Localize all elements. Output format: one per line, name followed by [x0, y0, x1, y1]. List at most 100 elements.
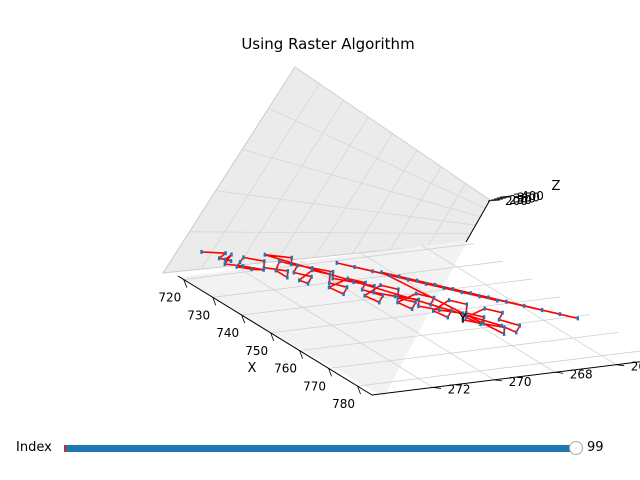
data-point — [346, 276, 349, 281]
data-point — [415, 278, 419, 283]
x-grid-line — [328, 331, 619, 369]
x-tick-label: 720 — [158, 291, 181, 305]
data-point — [364, 280, 367, 285]
x-tick-mark — [299, 350, 303, 359]
y-tick-label: 270 — [509, 375, 532, 389]
data-point — [460, 290, 463, 295]
x-tick-label: 780 — [332, 397, 355, 411]
data-point — [380, 270, 383, 275]
x-tick-mark — [357, 385, 361, 395]
data-point — [241, 263, 245, 268]
z-tick-label: 300 — [513, 192, 536, 206]
data-point — [238, 260, 242, 265]
data-point — [479, 322, 482, 327]
data-point — [450, 308, 453, 313]
x-grid-line — [183, 243, 474, 280]
y-tick-label: 268 — [570, 367, 593, 381]
data-point — [328, 272, 332, 277]
data-point — [464, 315, 468, 320]
data-point — [431, 308, 435, 313]
data-point — [487, 295, 490, 300]
data-point — [342, 292, 345, 297]
index-slider-start-marker — [64, 445, 66, 452]
index-slider-handle[interactable] — [569, 441, 583, 455]
z-tick-label: 350 — [517, 190, 540, 204]
data-point — [379, 283, 382, 288]
x-tick-label: 740 — [216, 326, 239, 340]
data-point — [292, 270, 295, 275]
z-axis-label: Z — [552, 179, 561, 194]
data-point — [306, 281, 310, 286]
data-point — [274, 268, 277, 273]
x-tick-mark — [183, 279, 188, 288]
x-tick-label: 730 — [187, 308, 210, 322]
data-point — [461, 317, 464, 322]
x-tick-mark — [328, 368, 332, 377]
data-point — [478, 294, 481, 299]
data-point — [230, 252, 233, 257]
data-point — [310, 268, 314, 273]
data-point — [496, 298, 499, 303]
data-point — [290, 255, 294, 260]
data-point — [298, 278, 301, 283]
data-point — [286, 269, 290, 274]
back-grid-line — [314, 133, 393, 258]
back-grid-line — [352, 149, 418, 254]
data-point — [217, 256, 221, 261]
back-grid-line — [200, 83, 320, 270]
data-point — [263, 259, 266, 264]
data-point — [397, 287, 400, 292]
data-point — [331, 269, 335, 274]
data-point — [290, 262, 293, 267]
x-tick-label: 770 — [303, 379, 326, 393]
back-grid-line — [276, 116, 369, 262]
data-point — [406, 277, 410, 282]
data-point — [250, 267, 253, 272]
data-point — [469, 291, 472, 296]
data-point — [393, 294, 397, 299]
z-tick-mark — [487, 199, 501, 202]
data-point — [373, 283, 376, 288]
x-grid-line — [241, 278, 532, 316]
y-grid-line — [299, 260, 495, 381]
data-point — [518, 323, 521, 328]
data-point — [417, 304, 420, 309]
data-point — [200, 249, 203, 254]
data-point — [223, 261, 226, 266]
data-markers — [200, 249, 579, 336]
z-tick-mark — [490, 198, 504, 201]
back-pane — [162, 66, 491, 274]
data-point — [229, 259, 233, 264]
data-point — [310, 274, 313, 279]
data-point — [398, 274, 401, 279]
data-point — [328, 281, 331, 286]
data-point — [262, 267, 265, 272]
data-point — [438, 307, 441, 312]
data-point — [335, 260, 339, 265]
data-point — [372, 290, 376, 295]
data-point — [523, 303, 526, 308]
data-point — [432, 295, 436, 300]
chart-title: Using Raster Algorithm — [241, 35, 414, 53]
data-point — [451, 287, 455, 292]
data-point — [352, 280, 355, 285]
data-point — [483, 306, 486, 311]
data-point — [410, 307, 414, 312]
x-grid-line — [357, 350, 640, 387]
y-tick-label: 272 — [448, 382, 471, 396]
data-point — [363, 293, 366, 298]
z-axis-line — [465, 199, 491, 243]
x-tick-mark — [212, 297, 217, 306]
data-point — [296, 263, 299, 268]
data-point — [327, 285, 331, 290]
data-point — [396, 300, 399, 305]
index-slider-track[interactable] — [64, 445, 576, 452]
data-point — [345, 285, 349, 290]
slider-value: 99 — [587, 440, 604, 455]
data-point — [465, 302, 469, 307]
data-point — [417, 297, 421, 302]
data-point — [378, 300, 381, 305]
data-point — [461, 311, 465, 316]
back-grid-line — [389, 166, 442, 250]
data-point — [263, 252, 266, 257]
